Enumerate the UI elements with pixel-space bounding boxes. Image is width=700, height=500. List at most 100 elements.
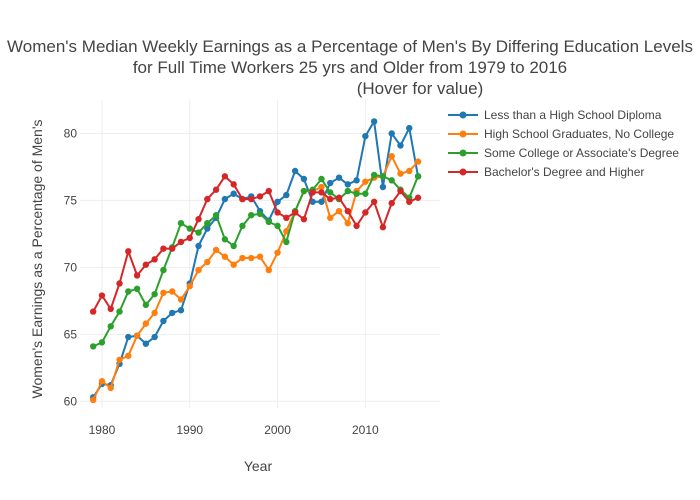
data-point[interactable] [379,224,387,231]
data-point[interactable] [221,253,229,260]
data-point[interactable] [212,211,220,219]
data-point[interactable] [370,118,378,125]
data-point[interactable] [116,280,123,287]
data-point[interactable] [370,198,378,205]
data-point[interactable] [362,190,369,197]
data-point[interactable] [160,266,167,274]
data-point[interactable] [388,153,395,160]
data-point[interactable] [335,174,343,181]
data-point[interactable] [160,245,167,252]
data-point[interactable] [397,142,404,149]
data-point[interactable] [256,210,264,218]
data-point[interactable] [230,190,237,197]
data-point[interactable] [291,167,299,175]
data-point[interactable] [309,189,316,196]
data-point[interactable] [177,238,185,246]
data-point[interactable] [362,132,369,140]
data-point[interactable] [125,288,132,295]
data-point[interactable] [116,308,123,315]
data-point[interactable] [133,285,141,293]
data-point[interactable] [414,158,422,165]
data-point[interactable] [89,308,97,315]
legend-item-less-than-hs[interactable]: Less than a High School Diploma [448,105,679,124]
data-point[interactable] [406,124,413,132]
data-point[interactable] [107,323,114,330]
data-point[interactable] [142,301,150,309]
data-point[interactable] [125,352,132,359]
data-point[interactable] [265,218,272,226]
data-point[interactable] [204,258,211,266]
legend-item-hs-graduates[interactable]: High School Graduates, No College [448,124,679,143]
data-point[interactable] [133,332,141,339]
data-point[interactable] [318,175,325,183]
data-point[interactable] [274,249,281,256]
data-point[interactable] [186,234,193,242]
data-point[interactable] [248,195,255,203]
data-point[interactable] [370,171,378,179]
data-point[interactable] [256,193,264,200]
data-point[interactable] [248,254,255,262]
data-point[interactable] [318,189,325,196]
data-point[interactable] [186,282,193,290]
data-point[interactable] [335,207,343,215]
data-point[interactable] [168,245,176,252]
data-point[interactable] [107,384,114,392]
data-point[interactable] [335,194,343,201]
data-point[interactable] [353,222,360,230]
data-point[interactable] [151,333,158,341]
data-point[interactable] [291,209,299,216]
data-point[interactable] [344,187,352,195]
data-point[interactable] [283,238,290,246]
data-point[interactable] [300,215,308,223]
data-point[interactable] [168,288,176,295]
data-point[interactable] [133,272,141,279]
data-point[interactable] [98,339,106,346]
data-point[interactable] [239,222,246,230]
data-point[interactable] [195,242,202,250]
data-point[interactable] [239,254,246,262]
data-point[interactable] [274,209,281,216]
data-point[interactable] [353,190,360,197]
data-point[interactable] [98,292,106,299]
data-point[interactable] [388,177,395,184]
data-point[interactable] [230,261,237,268]
data-point[interactable] [300,187,308,195]
data-point[interactable] [318,198,325,205]
data-point[interactable] [142,320,150,327]
data-point[interactable] [204,220,211,227]
legend-item-bachelors[interactable]: Bachelor's Degree and Higher [448,162,679,181]
data-point[interactable] [379,173,387,180]
data-point[interactable] [186,225,193,232]
data-point[interactable] [177,296,185,303]
data-point[interactable] [397,187,404,195]
data-point[interactable] [142,261,150,268]
data-point[interactable] [116,356,123,363]
data-point[interactable] [265,187,272,195]
data-point[interactable] [195,229,202,236]
data-point[interactable] [414,194,422,201]
data-point[interactable] [274,198,281,205]
data-point[interactable] [195,215,202,223]
data-point[interactable] [327,179,334,187]
data-point[interactable] [344,220,352,227]
data-point[interactable] [212,246,220,254]
data-point[interactable] [248,211,255,219]
data-point[interactable] [142,340,150,347]
data-point[interactable] [379,183,387,191]
data-point[interactable] [327,195,334,203]
data-point[interactable] [125,333,132,341]
data-point[interactable] [221,173,229,180]
legend-item-some-college[interactable]: Some College or Associate's Degree [448,143,679,162]
data-point[interactable] [362,178,369,185]
data-point[interactable] [107,305,114,313]
data-point[interactable] [327,214,334,222]
data-point[interactable] [177,220,185,227]
data-point[interactable] [388,130,395,137]
data-point[interactable] [406,167,413,175]
data-point[interactable] [89,396,97,404]
data-point[interactable] [221,236,229,243]
data-point[interactable] [283,214,290,222]
data-point[interactable] [283,191,290,199]
data-point[interactable] [160,317,167,325]
data-point[interactable] [239,195,246,203]
